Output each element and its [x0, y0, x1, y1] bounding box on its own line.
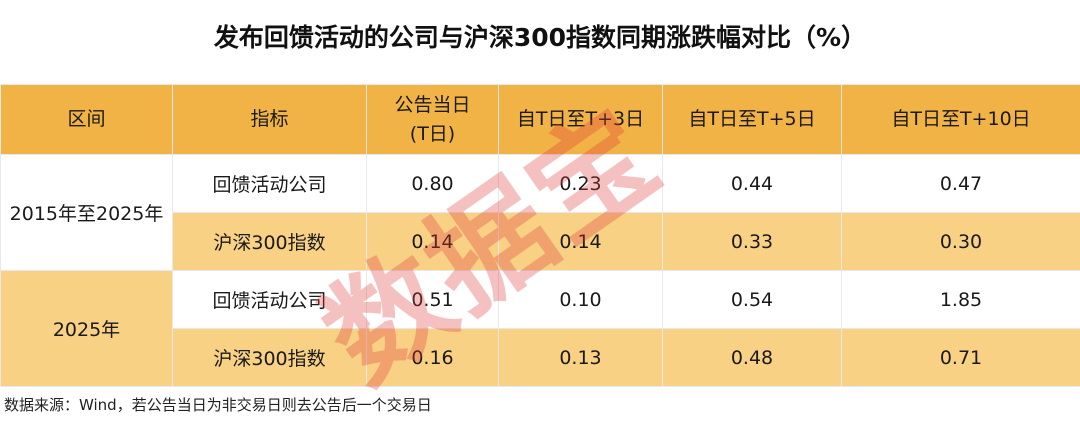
table-title: 发布回馈活动的公司与沪深300指数同期涨跌幅对比（%）: [213, 23, 867, 52]
source-note: 数据来源：Wind，若公告当日为非交易日则去公告后一个交易日: [4, 396, 432, 414]
value-cell: 0.16: [366, 328, 499, 387]
table-row: 2025年 回馈活动公司 0.51 0.10 0.54 1.85: [0, 270, 1080, 387]
value-cell: 1.85: [841, 270, 1080, 329]
table-row: 沪深300指数 0.16 0.13 0.48 0.71: [0, 328, 1080, 387]
table-row: 2015年至2025年 回馈活动公司 0.80 0.23 0.44 0.47: [0, 154, 1080, 271]
header-t5: 自T日至T+5日: [662, 84, 842, 155]
metric-cell: 回馈活动公司: [172, 270, 367, 329]
value-cell: 0.51: [366, 270, 499, 329]
value-cell: 0.14: [366, 212, 499, 271]
header-t10: 自T日至T+10日: [841, 84, 1080, 155]
value-cell: 0.10: [498, 270, 663, 329]
header-t3: 自T日至T+3日: [498, 84, 663, 155]
header-metric: 指标: [172, 84, 367, 155]
metric-cell: 回馈活动公司: [172, 154, 367, 213]
value-cell: 0.47: [841, 154, 1080, 213]
value-cell: 0.14: [498, 212, 663, 271]
value-cell: 0.54: [662, 270, 842, 329]
header-t-day-line2: (T日): [409, 122, 456, 145]
header-t-day-line1: 公告当日: [394, 93, 471, 116]
header-row: 区间 指标 公告当日 (T日) 自T日至T+3日 自T日至T+5日 自T日至T+1…: [0, 84, 1080, 155]
header-period: 区间: [0, 84, 173, 155]
value-cell: 0.44: [662, 154, 842, 213]
metric-cell: 沪深300指数: [172, 328, 367, 387]
period-cell: 2025年: [0, 270, 173, 387]
period-cell: 2015年至2025年: [0, 154, 173, 271]
value-cell: 0.80: [366, 154, 499, 213]
header-t-day: 公告当日 (T日): [366, 84, 499, 155]
value-cell: 0.33: [662, 212, 842, 271]
value-cell: 0.30: [841, 212, 1080, 271]
comparison-table: 区间 指标 公告当日 (T日) 自T日至T+3日 自T日至T+5日 自T日至T+1…: [0, 84, 1080, 387]
value-cell: 0.48: [662, 328, 842, 387]
table-row: 沪深300指数 0.14 0.14 0.33 0.30: [0, 212, 1080, 271]
metric-cell: 沪深300指数: [172, 212, 367, 271]
value-cell: 0.13: [498, 328, 663, 387]
value-cell: 0.71: [841, 328, 1080, 387]
value-cell: 0.23: [498, 154, 663, 213]
